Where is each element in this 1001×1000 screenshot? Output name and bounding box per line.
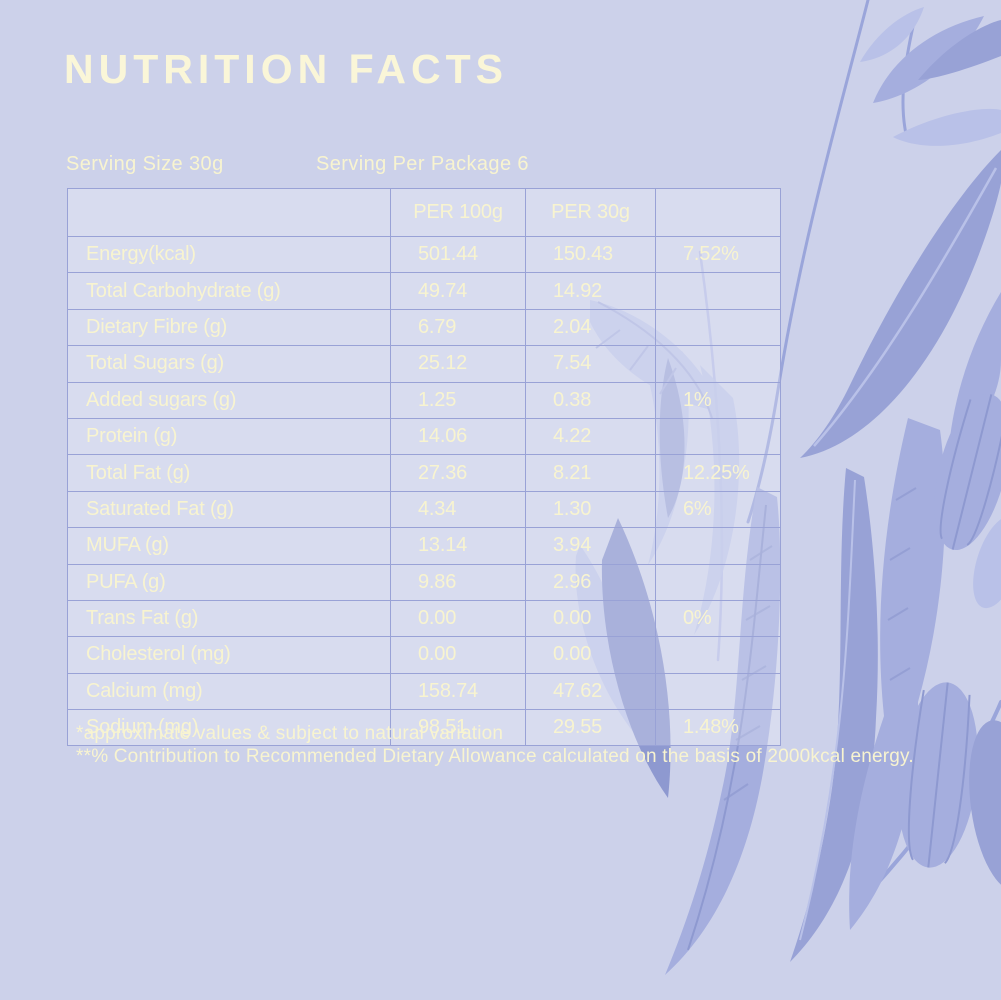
per-30g-value: 2.96 (525, 563, 656, 601)
rda-percent-value (655, 527, 781, 565)
nutrient-label: Calcium (mg) (67, 672, 391, 711)
table-row: Cholesterol (mg) 0.00 0.00 (67, 636, 781, 674)
rda-percent-value: 1% (655, 381, 781, 419)
rda-percent-value (655, 563, 781, 601)
per-30g-value: 7.54 (525, 345, 656, 383)
per-100g-value: 1.25 (390, 381, 526, 419)
nutrient-label: Cholesterol (mg) (67, 636, 391, 674)
table-row: MUFA (g) 13.14 3.94 (67, 527, 781, 565)
table-row: Trans Fat (g) 0.00 0.00 0% (67, 599, 781, 638)
rda-percent-value (655, 272, 781, 310)
rda-percent-value (655, 345, 781, 383)
per-30g-value: 0.00 (525, 599, 656, 638)
nutrient-label: MUFA (g) (67, 527, 391, 565)
rda-percent-value: 0% (655, 599, 781, 638)
per-30g-value: 14.92 (525, 272, 656, 310)
per-30g-value: 4.22 (525, 417, 656, 456)
table-header-row: PER 100g PER 30g (67, 188, 781, 237)
serving-info: Serving Size 30g Serving Per Package 6 (66, 153, 766, 177)
per-30g-value: 8.21 (525, 454, 656, 492)
per-100g-value: 9.86 (390, 563, 526, 601)
serving-per-package-text: Serving Per Package 6 (316, 153, 529, 175)
footnotes: *approximate values & subject to natural… (76, 722, 914, 768)
col-header-per-30g: PER 30g (525, 188, 656, 237)
nutrient-label: Energy(kcal) (67, 235, 391, 274)
per-100g-value: 25.12 (390, 345, 526, 383)
col-header-per-100g: PER 100g (390, 188, 526, 237)
per-100g-value: 6.79 (390, 308, 526, 347)
per-30g-value: 1.30 (525, 490, 656, 529)
serving-size-text: Serving Size 30g (66, 153, 224, 175)
per-100g-value: 501.44 (390, 235, 526, 274)
rda-percent-value (655, 672, 781, 711)
rda-percent-value: 1.48% (655, 709, 781, 747)
nutrient-label: PUFA (g) (67, 563, 391, 601)
col-header-rda (655, 188, 781, 237)
per-30g-value: 29.55 (525, 709, 656, 747)
table-row: Dietary Fibre (g) 6.79 2.04 (67, 308, 781, 347)
rda-percent-value: 7.52% (655, 235, 781, 274)
rda-percent-value (655, 417, 781, 456)
per-100g-value: 158.74 (390, 672, 526, 711)
table-row: Calcium (mg) 158.74 47.62 (67, 672, 781, 711)
nutrient-label: Protein (g) (67, 417, 391, 456)
table-row: Total Sugars (g) 25.12 7.54 (67, 345, 781, 383)
per-30g-value: 47.62 (525, 672, 656, 711)
leaf-cluster-top-right (860, 7, 1001, 146)
nutrient-label: Trans Fat (g) (67, 599, 391, 638)
nutrient-label: Saturated Fat (g) (67, 490, 391, 529)
nutrient-label: Total Fat (g) (67, 454, 391, 492)
table-row: Energy(kcal) 501.44 150.43 7.52% (67, 235, 781, 274)
table-row: Sodium (mg) 98.51 29.55 1.48% (67, 709, 781, 747)
per-30g-value: 0.38 (525, 381, 656, 419)
per-100g-value: 13.14 (390, 527, 526, 565)
rda-percent-value (655, 636, 781, 674)
rda-percent-value: 12.25% (655, 454, 781, 492)
nutrient-label: Added sugars (g) (67, 381, 391, 419)
rda-percent-value (655, 308, 781, 347)
table-row: Added sugars (g) 1.25 0.38 1% (67, 381, 781, 419)
col-header-nutrient (67, 188, 391, 237)
table-row: Saturated Fat (g) 4.34 1.30 6% (67, 490, 781, 529)
cacao-pods (898, 393, 1001, 891)
table-row: Total Carbohydrate (g) 49.74 14.92 (67, 272, 781, 310)
footnote-approximate-values: *approximate values & subject to natural… (76, 723, 504, 744)
per-100g-value: 4.34 (390, 490, 526, 529)
footnote-rda-basis: **% Contribution to Recommended Dietary … (76, 746, 914, 767)
nutrition-table: PER 100g PER 30g Energy(kcal) 501.44 150… (67, 188, 781, 747)
nutrient-label: Sodium (mg) (67, 709, 391, 747)
page-title: NUTRITION FACTS (64, 46, 508, 92)
nutrient-label: Total Carbohydrate (g) (67, 272, 391, 310)
per-100g-value: 27.36 (390, 454, 526, 492)
table-row: Total Fat (g) 27.36 8.21 12.25% (67, 454, 781, 492)
per-100g-value: 14.06 (390, 417, 526, 456)
per-30g-value: 2.04 (525, 308, 656, 347)
nutrient-label: Total Sugars (g) (67, 345, 391, 383)
per-30g-value: 150.43 (525, 235, 656, 274)
per-100g-value: 0.00 (390, 636, 526, 674)
per-30g-value: 0.00 (525, 636, 656, 674)
table-row: PUFA (g) 9.86 2.96 (67, 563, 781, 601)
per-100g-value: 49.74 (390, 272, 526, 310)
per-100g-value: 0.00 (390, 599, 526, 638)
nutrient-label: Dietary Fibre (g) (67, 308, 391, 347)
per-100g-value: 98.51 (390, 709, 526, 747)
table-row: Protein (g) 14.06 4.22 (67, 417, 781, 456)
per-30g-value: 3.94 (525, 527, 656, 565)
rda-percent-value: 6% (655, 490, 781, 529)
